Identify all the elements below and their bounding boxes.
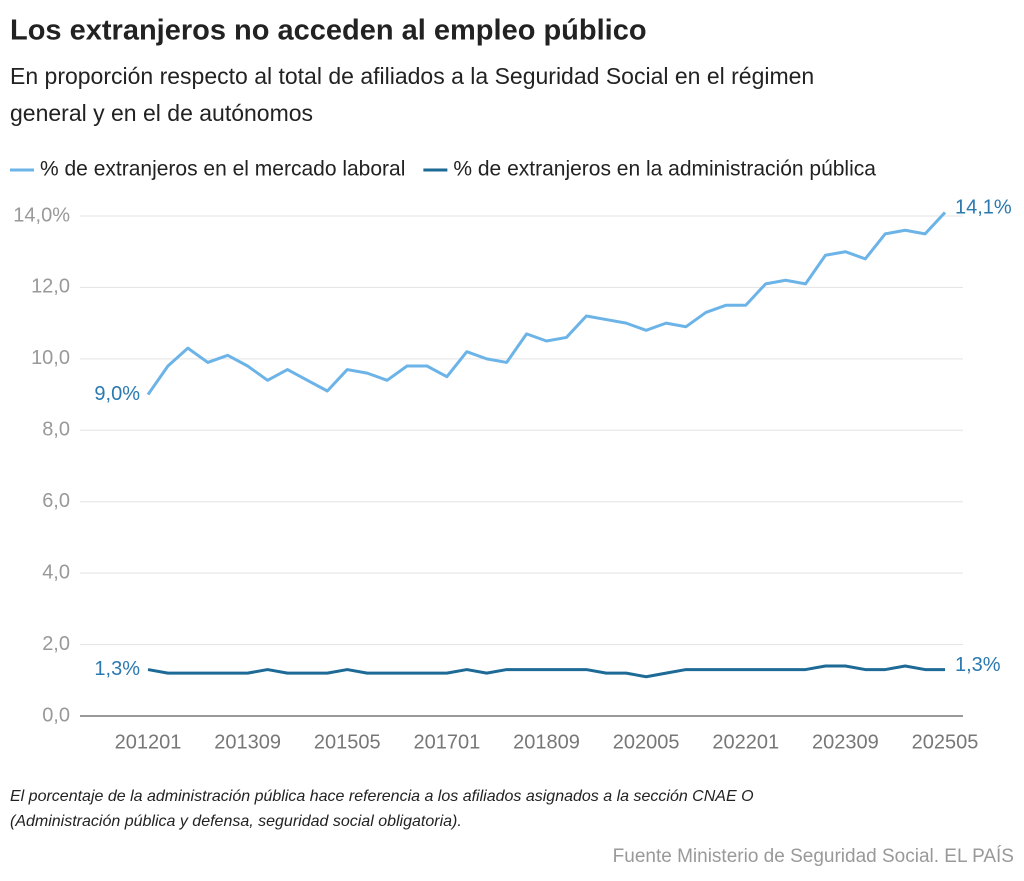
- x-tick-label: 201505: [314, 731, 381, 753]
- x-tick-label: 202505: [912, 731, 979, 753]
- y-tick-label: 4,0: [42, 561, 70, 583]
- x-tick-label: 201201: [115, 731, 182, 753]
- x-tick-label: 201701: [414, 731, 481, 753]
- y-tick-label: 10,0: [31, 347, 70, 369]
- subtitle: En proporción respecto al total de afili…: [10, 63, 814, 89]
- x-tick-label: 202201: [712, 731, 779, 753]
- legend-label: % de extranjeros en la administración pú…: [453, 158, 876, 181]
- note: El porcentaje de la administración públi…: [10, 788, 754, 805]
- x-tick-label: 201309: [214, 731, 281, 753]
- x-tick-label: 201809: [513, 731, 580, 753]
- y-tick-label: 12,0: [31, 276, 70, 298]
- x-tick-label: 202309: [812, 731, 879, 753]
- source: Fuente Ministerio de Seguridad Social. E…: [613, 846, 1014, 867]
- line: [147, 664, 945, 679]
- y-tick-label: 6,0: [42, 490, 70, 512]
- note: (Administración pública y defensa, segur…: [10, 813, 462, 830]
- subtitle: general y en el de autónomos: [10, 100, 313, 126]
- y-tick-label: 0,0: [42, 704, 70, 726]
- legend-label: % de extranjeros en el mercado laboral: [40, 158, 405, 181]
- value-label: 9,0%: [94, 383, 140, 405]
- line: [146, 211, 947, 396]
- chart-title: Los extranjeros no acceden al empleo púb…: [10, 15, 647, 47]
- y-tick-label: 2,0: [42, 633, 70, 655]
- value-label: 14,1%: [955, 197, 1012, 219]
- value-label: 1,3%: [955, 654, 1001, 676]
- x-tick-label: 202005: [613, 731, 680, 753]
- y-tick-label: 14,0%: [13, 204, 70, 226]
- value-label: 1,3%: [94, 658, 140, 680]
- y-tick-label: 8,0: [42, 419, 70, 441]
